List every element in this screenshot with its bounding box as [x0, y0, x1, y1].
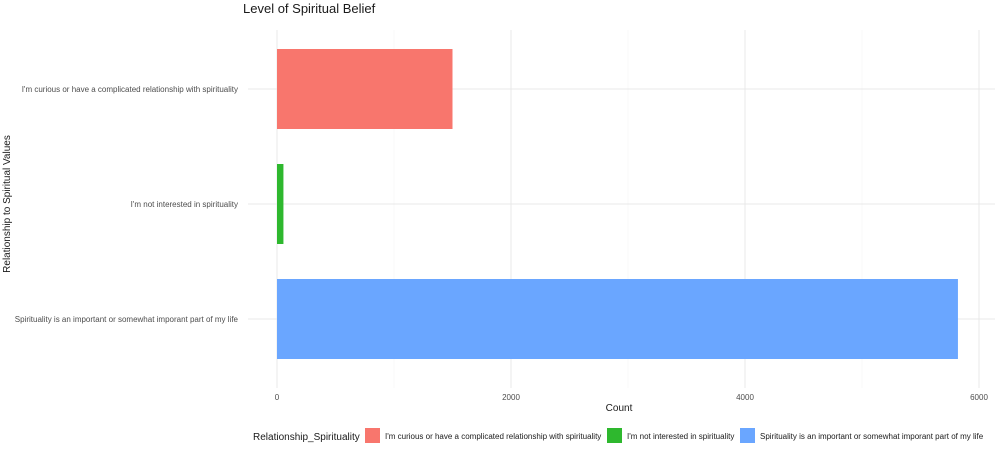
- x-tick-label: 2000: [502, 393, 520, 402]
- legend-label: I'm curious or have a complicated relati…: [385, 432, 601, 441]
- legend-title: Relationship_Spirituality: [253, 432, 360, 443]
- legend-key: [607, 428, 622, 443]
- legend-key: [365, 428, 380, 443]
- category-label: I'm curious or have a complicated relati…: [22, 85, 238, 94]
- x-axis-title: Count: [606, 403, 633, 414]
- legend: Relationship_Spirituality I'm curious or…: [253, 428, 984, 443]
- x-tick-label: 6000: [970, 393, 988, 402]
- x-tick-label: 4000: [736, 393, 754, 402]
- category-label: Spirituality is an important or somewhat…: [15, 315, 239, 324]
- y-axis-title: Relationship to Spiritual Values: [2, 135, 13, 273]
- bar: [277, 164, 284, 244]
- category-labels: I'm curious or have a complicated relati…: [15, 85, 239, 324]
- chart-title: Level of Spiritual Belief: [243, 1, 376, 16]
- category-label: I'm not interested in spirituality: [131, 200, 238, 209]
- bars: [277, 49, 958, 359]
- x-tick-labels: 0 2000 4000 6000: [275, 393, 989, 402]
- legend-label: I'm not interested in spirituality: [627, 432, 734, 441]
- x-tick-label: 0: [275, 393, 280, 402]
- legend-label: Spirituality is an important or somewhat…: [760, 432, 984, 441]
- bar: [277, 49, 453, 129]
- bar: [277, 279, 958, 359]
- legend-key: [740, 428, 755, 443]
